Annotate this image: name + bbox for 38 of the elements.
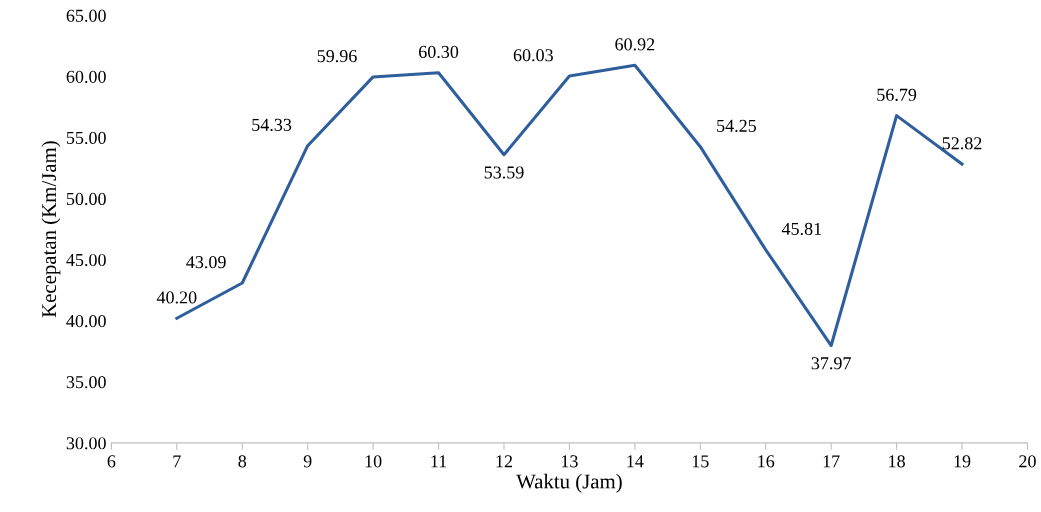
y-tick-label: 60.00: [66, 70, 106, 83]
text: 54.25: [717, 119, 757, 132]
x-tick-label: 19: [954, 455, 971, 468]
text: 56.79: [877, 88, 917, 101]
text: 53.59: [484, 166, 524, 179]
text: 43.09: [186, 256, 226, 269]
x-tick-label: 20: [1019, 455, 1036, 468]
x-tick-label: 17: [823, 455, 840, 468]
text: 45.81: [781, 222, 822, 236]
y-tick-label: 65.00: [66, 9, 106, 22]
text: 40.20: [156, 291, 197, 304]
x-axis-title: Waktu (Jam): [516, 473, 622, 493]
text: 60.03: [513, 49, 553, 62]
text: 54.33: [252, 118, 292, 131]
y-tick-label: 45.00: [66, 253, 106, 267]
x-tick-label: 7: [173, 455, 181, 468]
x-tick-label: 13: [561, 455, 578, 468]
y-tick-label: 50.00: [66, 192, 106, 206]
x-tick-label: 12: [496, 455, 513, 468]
text: 60.92: [615, 38, 655, 51]
text: 60.30: [419, 45, 459, 59]
text: 59.96: [317, 50, 357, 63]
x-tick-label: 8: [238, 455, 247, 468]
y-tick-label: 35.00: [66, 376, 106, 389]
x-tick-label: 6: [107, 455, 116, 468]
y-tick-label: 55.00: [66, 131, 106, 145]
text: 37.97: [811, 357, 851, 370]
x-tick-label: 10: [365, 455, 382, 468]
x-tick-label: 15: [692, 455, 709, 468]
x-tick-label: 18: [889, 455, 905, 468]
x-tick-label: 14: [627, 455, 644, 468]
x-tick-label: 11: [431, 455, 447, 468]
y-axis-title: Kecepatan (Km/Jam): [41, 141, 61, 318]
y-tick-label: 40.00: [66, 314, 106, 328]
x-tick-label: 16: [758, 455, 775, 468]
text: 52.82: [942, 137, 982, 150]
y-tick-label: 30.00: [66, 437, 106, 450]
x-tick-label: 9: [303, 455, 312, 468]
